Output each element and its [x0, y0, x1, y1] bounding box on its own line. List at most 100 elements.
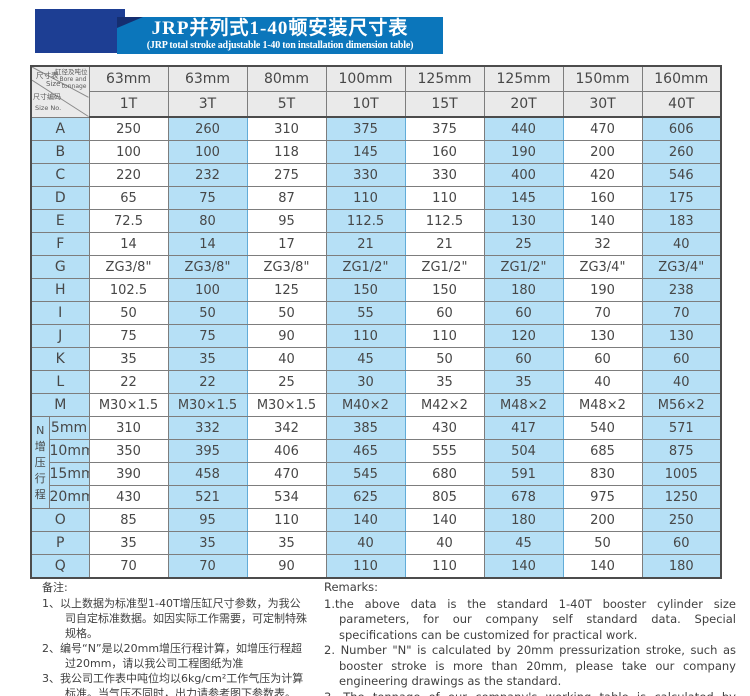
corner-bore-label-en: Bore and tonnage — [59, 76, 87, 90]
page-title-zh: JRP并列式1-40顿安装尺寸表 — [151, 18, 409, 39]
data-cell: 400 — [483, 163, 564, 187]
data-cell: ZG1/2" — [404, 255, 485, 279]
tonnage-header-cell: 1T — [88, 91, 169, 118]
data-cell: 458 — [167, 462, 248, 486]
data-cell: 440 — [483, 116, 564, 141]
remarks-zh-title: 备注: — [42, 581, 68, 594]
data-cell: M42×2 — [404, 393, 485, 417]
data-cell: 540 — [562, 416, 643, 440]
remarks-en-title: Remarks: — [324, 580, 379, 594]
data-cell: 140 — [562, 554, 643, 579]
data-cell: 680 — [404, 462, 485, 486]
corner-header-cell: 尺寸表 Size 缸径及吨位 Bore and tonnage 尺寸编码 Siz… — [30, 65, 90, 118]
data-cell: 60 — [641, 347, 722, 371]
data-cell: M40×2 — [325, 393, 406, 417]
data-cell: 35 — [404, 370, 485, 394]
stroke-label: 15mm — [48, 462, 90, 486]
data-cell: 465 — [325, 439, 406, 463]
data-cell: ZG1/2" — [325, 255, 406, 279]
bore-header-cell: 80mm — [246, 65, 327, 92]
data-cell: 805 — [404, 485, 485, 509]
data-cell: 35 — [246, 531, 327, 555]
data-cell: 430 — [88, 485, 169, 509]
data-cell: 65 — [88, 186, 169, 210]
data-cell: 430 — [404, 416, 485, 440]
table-row: L 22 22 25 30 35 35 40 40 — [30, 370, 722, 394]
table-row: M M30×1.5 M30×1.5 M30×1.5 M40×2 M42×2 M48×2 M48… — [30, 393, 722, 417]
data-cell: 40 — [562, 370, 643, 394]
data-cell: 35 — [88, 531, 169, 555]
table-row: 20mm4305215346258056789751250 — [31, 485, 722, 509]
row-label: O — [30, 508, 90, 532]
data-cell: 45 — [325, 347, 406, 371]
row-label: F — [30, 232, 90, 256]
data-cell: 14 — [88, 232, 169, 256]
data-cell: 14 — [167, 232, 248, 256]
header-row-bore: 尺寸表 Size 缸径及吨位 Bore and tonnage 尺寸编码 Siz… — [30, 65, 722, 118]
data-cell: 375 — [325, 116, 406, 141]
remarks-chinese: 备注: 1、以上数据为标准型1-40T增压缸尺寸参数，为我公司自定标准数据。如因… — [42, 580, 310, 696]
data-cell: 110 — [404, 186, 485, 210]
data-cell: 625 — [325, 485, 406, 509]
table-row: G ZG3/8" ZG3/8" ZG3/8" ZG1/2" ZG1/2" ZG1/2" ZG3… — [30, 255, 722, 279]
data-cell: 30 — [325, 370, 406, 394]
data-cell: M30×1.5 — [167, 393, 248, 417]
corner-size-label-en: Size — [46, 80, 61, 88]
remarks-english: Remarks: 1.the above data is the standar… — [324, 580, 736, 696]
data-cell: 140 — [404, 508, 485, 532]
data-cell: ZG3/8" — [88, 255, 169, 279]
data-cell: 220 — [88, 163, 169, 187]
data-cell: 190 — [562, 278, 643, 302]
table-row: P 35 35 35 40 40 45 50 60 — [30, 531, 722, 555]
data-cell: 145 — [325, 140, 406, 164]
bore-header-cell: 63mm — [167, 65, 248, 92]
dimension-table: 尺寸表 Size 缸径及吨位 Bore and tonnage 尺寸编码 Siz… — [30, 65, 722, 579]
navy-accent-square — [35, 9, 125, 53]
data-cell: 175 — [641, 186, 722, 210]
table-row: H 102.5 100 125 150 150 180 190 238 — [30, 278, 722, 302]
data-cell: 35 — [167, 531, 248, 555]
data-cell: 140 — [562, 209, 643, 233]
header-row-tonnage: 1T 3T 5T 10T 15T 20T 30T 40T — [31, 91, 722, 118]
row-label: J — [30, 324, 90, 348]
data-cell: 21 — [325, 232, 406, 256]
data-cell: ZG3/4" — [562, 255, 643, 279]
data-cell: 70 — [562, 301, 643, 325]
tonnage-header-cell: 40T — [641, 91, 722, 118]
bore-header-cell: 63mm — [88, 65, 169, 92]
corner-bore-label-zh: 缸径及吨位 — [55, 68, 88, 76]
table-row: Q 70 70 90 110 110 140 140 180 — [30, 554, 722, 579]
data-cell: 110 — [404, 324, 485, 348]
row-label: A — [30, 116, 90, 141]
data-cell: 100 — [167, 278, 248, 302]
bore-header-cell: 125mm — [483, 65, 564, 92]
bore-header-cell: 100mm — [325, 65, 406, 92]
data-cell: 110 — [404, 554, 485, 579]
data-cell: 95 — [246, 209, 327, 233]
row-label: K — [30, 347, 90, 371]
row-label: B — [30, 140, 90, 164]
remarks-en-item: 1.the above data is the standard 1-40T b… — [324, 596, 736, 642]
data-cell: 160 — [404, 140, 485, 164]
row-label: I — [30, 301, 90, 325]
data-cell: ZG3/4" — [641, 255, 722, 279]
data-cell: 310 — [88, 416, 169, 440]
data-cell: 140 — [325, 508, 406, 532]
table-row: F 14 14 17 21 21 25 32 40 — [30, 232, 722, 256]
data-cell: 406 — [246, 439, 327, 463]
data-cell: ZG3/8" — [167, 255, 248, 279]
data-cell: 102.5 — [88, 278, 169, 302]
tonnage-header-cell: 15T — [404, 91, 485, 118]
tonnage-header-cell: 5T — [246, 91, 327, 118]
stroke-label: 20mm — [48, 485, 90, 509]
table-row: B 100 100 118 145 160 190 200 260 — [30, 140, 722, 164]
data-cell: 190 — [483, 140, 564, 164]
data-cell: 120 — [483, 324, 564, 348]
data-cell: ZG3/8" — [246, 255, 327, 279]
data-cell: 75 — [167, 324, 248, 348]
data-cell: 72.5 — [88, 209, 169, 233]
data-cell: 118 — [246, 140, 327, 164]
tonnage-header-cell: 10T — [325, 91, 406, 118]
data-cell: 975 — [562, 485, 643, 509]
tonnage-header-cell: 3T — [167, 91, 248, 118]
